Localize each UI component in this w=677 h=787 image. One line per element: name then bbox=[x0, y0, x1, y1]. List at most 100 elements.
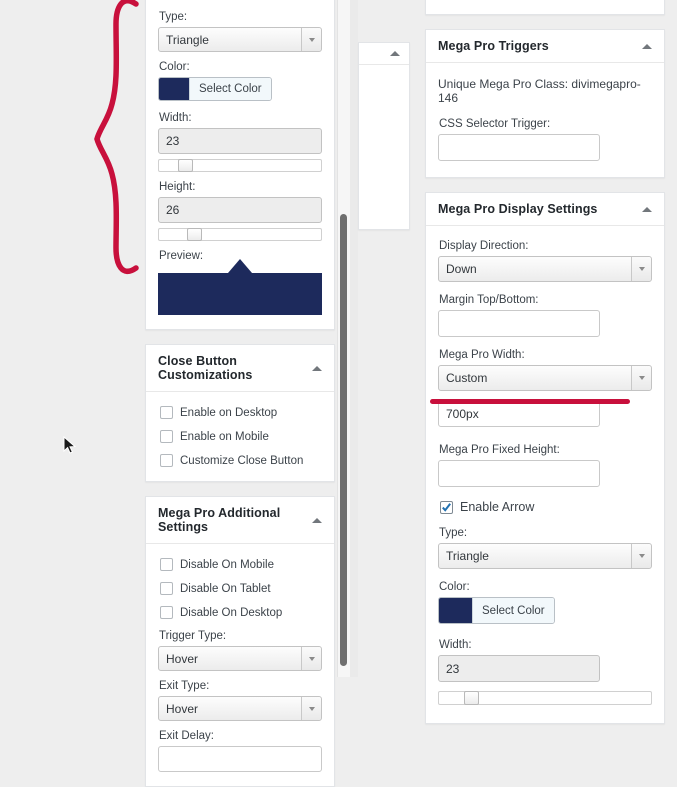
label-disable-on-mobile: Disable On Mobile bbox=[180, 558, 274, 571]
triggers-panel-header[interactable]: Mega Pro Triggers bbox=[426, 30, 664, 63]
collapsed-stub-panel bbox=[358, 42, 410, 230]
caret-up-icon[interactable] bbox=[642, 43, 652, 49]
triangle-arrow-icon bbox=[228, 259, 252, 273]
input-mega-pro-fixed-height[interactable] bbox=[438, 460, 600, 487]
slider-handle-arrow-height[interactable] bbox=[186, 228, 202, 241]
display-settings-panel-title: Mega Pro Display Settings bbox=[438, 202, 598, 216]
margin-top-bottom-label: Margin Top/Bottom: bbox=[439, 294, 539, 306]
caret-up-icon[interactable] bbox=[642, 206, 652, 212]
select-mega-pro-width[interactable]: Custom bbox=[438, 365, 652, 391]
checkbox-enable-arrow[interactable] bbox=[440, 500, 453, 514]
field-mega-pro-width-custom bbox=[438, 400, 652, 427]
right-settings-column: Mega Pro Triggers Unique Mega Pro Class:… bbox=[425, 0, 665, 724]
mega-pro-triggers-panel: Mega Pro Triggers Unique Mega Pro Class:… bbox=[425, 29, 665, 178]
triggers-panel-body: Unique Mega Pro Class: divimegapro-146 C… bbox=[426, 63, 664, 177]
chevron-down-icon[interactable] bbox=[301, 697, 321, 720]
label-enable-on-mobile: Enable on Mobile bbox=[180, 430, 269, 443]
select-mega-pro-width-value: Custom bbox=[446, 371, 488, 385]
checkbox-row-enable-mobile[interactable]: Enable on Mobile bbox=[160, 430, 322, 443]
arrow-height-label: Height: bbox=[159, 181, 196, 193]
caret-up-icon[interactable] bbox=[312, 517, 322, 523]
chevron-down-icon[interactable] bbox=[301, 647, 321, 670]
caret-up-icon[interactable] bbox=[390, 51, 400, 56]
arrow-width-label: Width: bbox=[159, 112, 192, 124]
additional-settings-panel-body: Disable On Mobile Disable On Tablet Disa… bbox=[146, 544, 334, 786]
input-exit-delay[interactable] bbox=[158, 746, 322, 772]
display-direction-label: Display Direction: bbox=[439, 240, 529, 252]
caret-up-icon[interactable] bbox=[312, 365, 322, 371]
chevron-down-icon[interactable] bbox=[631, 366, 651, 390]
input-margin-top-bottom[interactable] bbox=[438, 310, 600, 337]
mouse-cursor bbox=[63, 436, 77, 454]
input-arrow-width[interactable] bbox=[158, 128, 322, 154]
checkbox-enable-on-mobile[interactable] bbox=[160, 430, 173, 443]
select-trigger-type[interactable]: Hover bbox=[158, 646, 322, 671]
checkbox-enable-on-desktop[interactable] bbox=[160, 406, 173, 419]
label-enable-arrow: Enable Arrow bbox=[460, 500, 535, 514]
stub-panel-header[interactable] bbox=[359, 43, 409, 65]
arrow-type-label: Type: bbox=[439, 527, 468, 539]
input-arrow-width[interactable] bbox=[438, 655, 600, 682]
checkbox-customize-close-button[interactable] bbox=[160, 454, 173, 467]
mega-pro-additional-settings-panel: Mega Pro Additional Settings Disable On … bbox=[145, 496, 335, 787]
triggers-panel-title: Mega Pro Triggers bbox=[438, 39, 549, 53]
field-arrow-type-right: Type: Triangle bbox=[438, 527, 652, 569]
select-arrow-type[interactable]: Triangle bbox=[158, 27, 322, 52]
field-display-direction: Display Direction: Down bbox=[438, 240, 652, 282]
mega-pro-width-label: Mega Pro Width: bbox=[439, 349, 525, 361]
arrow-color-label: Color: bbox=[439, 581, 470, 593]
checkbox-row-disable-desktop[interactable]: Disable On Desktop bbox=[160, 606, 322, 619]
chevron-down-icon[interactable] bbox=[301, 28, 321, 51]
display-settings-panel-header[interactable]: Mega Pro Display Settings bbox=[426, 193, 664, 226]
checkbox-row-enable-arrow-right[interactable]: Enable Arrow bbox=[440, 500, 652, 514]
mega-pro-fixed-height-label: Mega Pro Fixed Height: bbox=[439, 444, 560, 456]
chevron-down-icon[interactable] bbox=[631, 544, 651, 568]
input-css-selector-trigger[interactable] bbox=[438, 134, 600, 161]
trigger-type-label: Trigger Type: bbox=[159, 630, 227, 642]
input-mega-pro-width-custom[interactable] bbox=[438, 400, 600, 427]
checkbox-row-disable-tablet[interactable]: Disable On Tablet bbox=[160, 582, 322, 595]
slider-handle-arrow-width[interactable] bbox=[464, 691, 480, 705]
vertical-scrollbar-thumb[interactable] bbox=[340, 214, 347, 666]
select-exit-type-value: Hover bbox=[166, 701, 199, 716]
checkbox-row-customize-close-button[interactable]: Customize Close Button bbox=[160, 454, 322, 467]
field-margin-top-bottom: Margin Top/Bottom: bbox=[438, 294, 652, 337]
color-picker-button[interactable]: Select Color bbox=[438, 597, 555, 624]
label-customize-close-button: Customize Close Button bbox=[180, 454, 304, 467]
slider-handle-arrow-width[interactable] bbox=[178, 159, 194, 172]
slider-arrow-width[interactable] bbox=[438, 691, 652, 705]
close-button-panel-header[interactable]: Close Button Customizations bbox=[146, 345, 334, 392]
color-picker-button[interactable]: Select Color bbox=[158, 77, 272, 101]
checkbox-row-disable-mobile[interactable]: Disable On Mobile bbox=[160, 558, 322, 571]
css-selector-trigger-label: CSS Selector Trigger: bbox=[439, 118, 551, 130]
select-arrow-type-value: Triangle bbox=[446, 549, 489, 563]
unique-mega-pro-class-text: Unique Mega Pro Class: divimegapro-146 bbox=[438, 77, 641, 105]
arrow-color-label: Color: bbox=[159, 61, 190, 73]
field-mega-pro-fixed-height: Mega Pro Fixed Height: bbox=[438, 444, 652, 487]
mid-settings-column bbox=[358, 42, 410, 230]
column-gutter bbox=[350, 0, 358, 677]
field-arrow-width-right: Width: bbox=[438, 639, 652, 705]
arrow-settings-panel: Enable Arrow Type: Triangle Color: Selec… bbox=[145, 0, 335, 330]
exit-delay-label: Exit Delay: bbox=[159, 730, 214, 742]
checkbox-row-enable-desktop[interactable]: Enable on Desktop bbox=[160, 406, 322, 419]
field-exit-type: Exit Type: Hover bbox=[158, 680, 322, 721]
additional-settings-panel-title: Mega Pro Additional Settings bbox=[158, 506, 281, 534]
checkbox-disable-on-mobile[interactable] bbox=[160, 558, 173, 571]
select-trigger-type-value: Hover bbox=[166, 651, 199, 666]
exit-type-label: Exit Type: bbox=[159, 680, 210, 692]
additional-settings-panel-header[interactable]: Mega Pro Additional Settings bbox=[146, 497, 334, 544]
select-arrow-type[interactable]: Triangle bbox=[438, 543, 652, 569]
close-button-customizations-panel: Close Button Customizations Enable on De… bbox=[145, 344, 335, 482]
input-arrow-height[interactable] bbox=[158, 197, 322, 223]
chevron-down-icon[interactable] bbox=[631, 257, 651, 281]
checkbox-disable-on-tablet[interactable] bbox=[160, 582, 173, 595]
slider-arrow-height[interactable] bbox=[158, 228, 322, 241]
color-swatch bbox=[159, 78, 189, 100]
checkbox-disable-on-desktop[interactable] bbox=[160, 606, 173, 619]
field-css-selector-trigger: CSS Selector Trigger: bbox=[438, 118, 652, 161]
select-display-direction[interactable]: Down bbox=[438, 256, 652, 282]
slider-arrow-width[interactable] bbox=[158, 159, 322, 172]
select-exit-type[interactable]: Hover bbox=[158, 696, 322, 721]
partial-panel-above bbox=[425, 0, 665, 15]
